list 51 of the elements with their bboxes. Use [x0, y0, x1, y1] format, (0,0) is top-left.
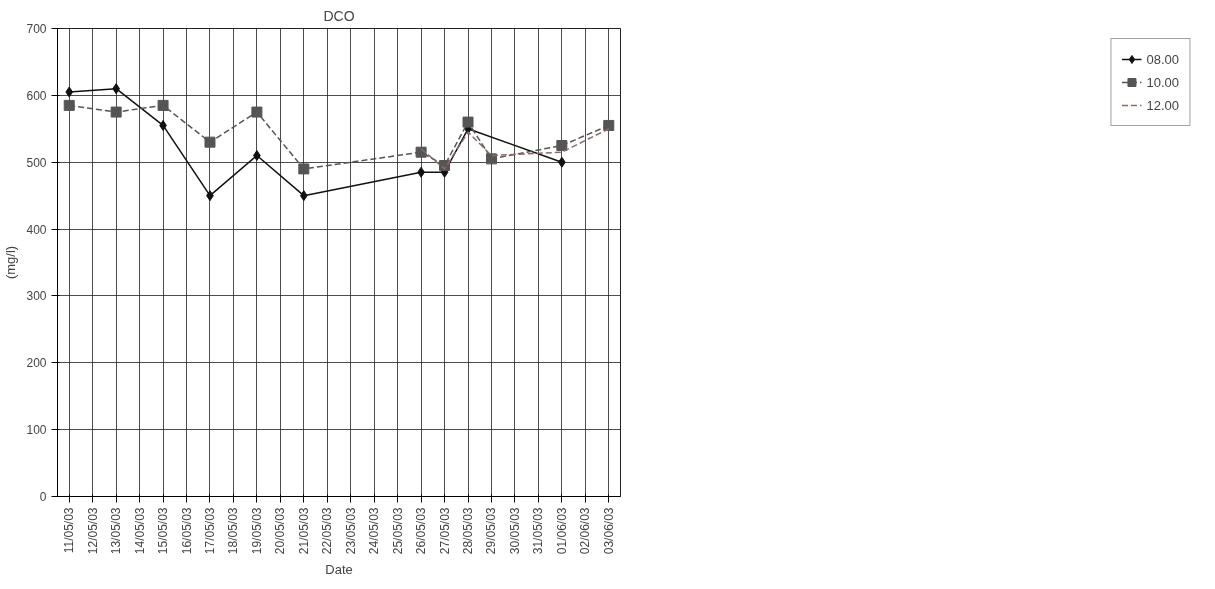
legend-label: 12.00: [1146, 97, 1179, 113]
x-tick-label: 21/05/03: [296, 507, 311, 555]
x-tick-label: 24/05/03: [367, 507, 382, 555]
x-tick-label: 30/05/03: [507, 507, 522, 555]
x-tick-label: 19/05/03: [249, 507, 264, 555]
x-tick-label: 18/05/03: [226, 507, 241, 555]
y-tick-label: 400: [26, 222, 47, 237]
x-tick-label: 12/05/03: [85, 507, 100, 555]
x-tick-label: 20/05/03: [273, 507, 288, 555]
x-tick-label: 23/05/03: [343, 507, 358, 555]
point: [204, 136, 216, 148]
x-tick-label: 28/05/03: [461, 507, 476, 555]
point: [298, 163, 310, 175]
x-tick-label: 11/05/03: [62, 507, 77, 554]
y-axis-title: (mg/l): [3, 245, 19, 280]
x-tick-label: 17/05/03: [202, 507, 217, 555]
x-tick-label: 15/05/03: [156, 507, 171, 555]
x-tick-label: 25/05/03: [390, 507, 405, 555]
y-tick-label: 0: [39, 490, 47, 504]
y-tick-label: 700: [26, 22, 47, 36]
x-tick-label: 31/05/03: [531, 507, 546, 555]
x-tick-label: 01/06/03: [554, 507, 569, 555]
point: [415, 146, 427, 158]
point: [110, 106, 122, 118]
x-tick-label: 13/05/03: [109, 507, 124, 555]
point: [299, 190, 308, 202]
x-axis-title: Date: [325, 562, 353, 578]
x-tick-label: 03/06/03: [601, 507, 616, 555]
y-tick-label: 500: [26, 155, 47, 170]
legend-label: 10.00: [1146, 74, 1179, 90]
point: [603, 119, 615, 131]
point: [485, 153, 497, 165]
x-tick-label: 16/05/03: [179, 507, 194, 555]
point: [556, 140, 568, 151]
x-tick-label: 22/05/03: [320, 507, 335, 555]
legend-label: 08.00: [1146, 51, 1179, 67]
y-tick-label: 100: [26, 423, 47, 438]
point: [63, 99, 75, 111]
y-tick-label: 200: [26, 356, 47, 371]
chart-title: DCO: [323, 7, 355, 24]
x-tick-label: 29/05/03: [484, 507, 499, 555]
y-tick-label: 300: [26, 289, 47, 304]
x-tick-label: 02/06/03: [578, 507, 593, 555]
y-tick-label: 600: [26, 88, 47, 103]
point: [251, 106, 263, 118]
point: [65, 86, 74, 98]
x-tick-label: 26/05/03: [414, 507, 429, 555]
x-tick-label: 14/05/03: [132, 507, 147, 555]
x-tick-label: 27/05/03: [437, 507, 452, 555]
point: [462, 116, 474, 128]
point: [157, 99, 169, 111]
